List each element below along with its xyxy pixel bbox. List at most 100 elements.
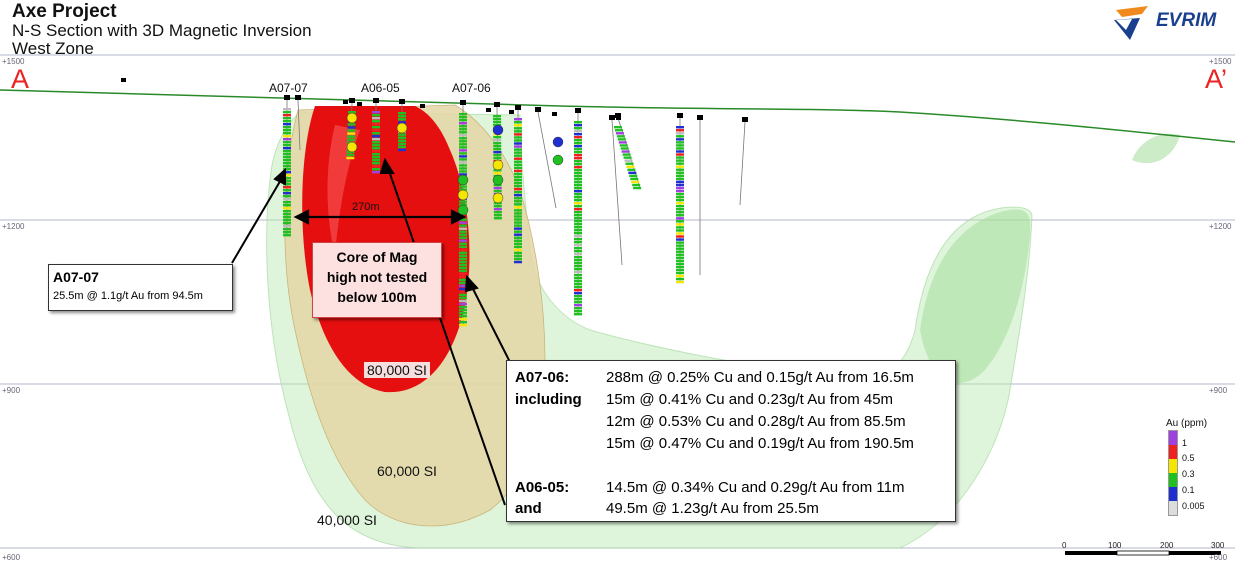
contour-label-40000: 40,000 SI xyxy=(317,512,377,528)
assay-interval xyxy=(283,192,291,195)
assay-interval xyxy=(514,160,522,163)
assay-interval xyxy=(459,266,467,270)
assay-interval xyxy=(283,195,291,198)
assay-interval xyxy=(283,222,291,225)
assay-interval xyxy=(514,139,522,142)
assay-interval xyxy=(398,148,406,152)
assay-interval xyxy=(676,217,684,220)
assay-interval xyxy=(574,247,582,250)
core-highlight xyxy=(327,125,360,255)
assay-interval xyxy=(574,232,582,235)
assay-interval xyxy=(616,135,625,138)
assay-interval xyxy=(372,120,380,123)
main-row-0-hole: A07-06: xyxy=(515,369,570,386)
drill-hole-collar xyxy=(552,112,557,116)
assay-interval xyxy=(676,220,684,223)
main-row-1-hole: including xyxy=(515,391,582,408)
main-row-0-text: 288m @ 0.25% Cu and 0.15g/t Au from 16.5… xyxy=(606,369,914,386)
assay-interval xyxy=(676,168,684,171)
assay-interval xyxy=(459,149,467,152)
assay-sample-marker xyxy=(552,154,564,166)
assay-interval xyxy=(283,207,291,210)
assay-interval xyxy=(676,259,684,263)
elevation-label-right-0: +1500 xyxy=(1209,57,1232,66)
assay-interval xyxy=(459,263,467,267)
assay-interval xyxy=(493,217,502,220)
assay-interval xyxy=(283,135,291,138)
assay-interval xyxy=(459,134,467,137)
assay-interval xyxy=(514,221,522,224)
assay-interval xyxy=(459,302,467,306)
assay-interval xyxy=(398,112,406,115)
assay-interval xyxy=(614,129,623,132)
drill-hole-collar xyxy=(575,108,581,113)
assay-sample-marker xyxy=(492,174,504,186)
assay-interval xyxy=(283,153,291,156)
assay-interval xyxy=(283,165,291,168)
assay-interval xyxy=(574,151,582,154)
assay-interval xyxy=(676,177,684,181)
assay-interval xyxy=(283,228,291,231)
assay-interval xyxy=(283,210,291,213)
assay-interval xyxy=(676,235,684,238)
assay-interval xyxy=(459,257,467,261)
drill-hole-collar xyxy=(535,107,541,112)
drill-hole-collar xyxy=(284,95,290,100)
assay-interval xyxy=(574,181,582,184)
assay-interval xyxy=(372,135,380,138)
assay-interval xyxy=(283,186,291,189)
assay-interval xyxy=(459,305,467,309)
assay-interval xyxy=(459,143,467,146)
drill-hole-collar xyxy=(742,117,748,122)
drill-hole-collar xyxy=(494,102,500,107)
assay-interval xyxy=(459,128,467,131)
assay-interval xyxy=(514,187,522,191)
assay-interval xyxy=(283,234,291,237)
assay-interval xyxy=(283,108,291,111)
assay-interval xyxy=(514,136,522,139)
assay-interval xyxy=(574,205,582,208)
assay-interval xyxy=(633,186,642,190)
assay-interval xyxy=(372,123,380,126)
assay-interval xyxy=(676,226,684,229)
assay-interval xyxy=(676,129,684,132)
assay-interval xyxy=(676,150,684,153)
assay-interval xyxy=(372,156,380,159)
assay-interval xyxy=(514,133,522,136)
assay-interval xyxy=(372,126,380,129)
assay-interval xyxy=(372,147,380,150)
assay-interval xyxy=(676,180,684,184)
assay-interval xyxy=(459,287,467,291)
assay-interval xyxy=(574,139,582,142)
assay-interval xyxy=(514,239,522,242)
assay-interval xyxy=(574,163,582,166)
assay-interval xyxy=(574,130,582,133)
assay-interval xyxy=(574,166,582,169)
assay-interval xyxy=(514,190,522,194)
assay-interval xyxy=(514,142,522,145)
assay-interval xyxy=(459,161,467,164)
assay-interval xyxy=(574,187,582,190)
assay-interval xyxy=(398,142,406,146)
assay-interval xyxy=(283,219,291,222)
assay-interval xyxy=(493,151,502,154)
assay-interval xyxy=(459,155,467,158)
assay-interval xyxy=(574,286,582,289)
assay-interval xyxy=(514,118,522,121)
assay-sample-marker xyxy=(492,192,504,204)
legend-label-0-5: 0.5 xyxy=(1182,453,1195,463)
assay-interval xyxy=(676,186,684,190)
drill-hole-collar xyxy=(420,104,425,108)
assay-interval xyxy=(459,290,467,294)
assay-interval xyxy=(459,113,467,116)
assay-interval xyxy=(676,262,684,266)
assay-interval xyxy=(514,209,522,212)
hole-label-a06-05: A06-05 xyxy=(361,81,400,95)
assay-interval xyxy=(620,147,629,150)
assay-interval xyxy=(372,114,380,117)
assay-interval xyxy=(398,139,406,142)
assay-interval xyxy=(459,278,467,282)
assay-interval xyxy=(459,248,467,252)
assay-interval xyxy=(372,150,380,153)
